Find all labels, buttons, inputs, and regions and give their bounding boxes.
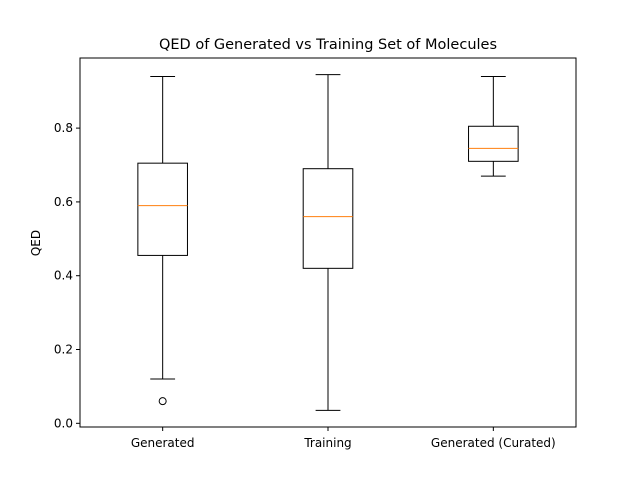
x-tick-label: Training [303, 436, 351, 450]
box [468, 125, 519, 162]
y-tick-label: 0.4 [54, 269, 73, 283]
box-group [468, 75, 519, 177]
chart-title: QED of Generated vs Training Set of Mole… [159, 37, 497, 53]
y-tick-label: 0.0 [54, 416, 73, 430]
box-group [302, 74, 354, 411]
y-axis: 0.0 0.2 0.4 0.6 0.8 [54, 121, 80, 430]
box-group [137, 75, 188, 406]
box [137, 162, 188, 256]
box [302, 168, 354, 269]
x-tick-label: Generated [131, 436, 195, 450]
y-tick-label: 0.6 [54, 195, 73, 209]
plot-area [137, 74, 519, 411]
x-tick-label: Generated (Curated) [431, 436, 556, 450]
y-tick-label: 0.8 [54, 121, 73, 135]
outlier-point [158, 397, 167, 406]
y-tick-label: 0.2 [54, 343, 73, 357]
y-axis-label: QED [29, 230, 43, 256]
x-axis: Generated Training Generated (Curated) [131, 427, 556, 450]
